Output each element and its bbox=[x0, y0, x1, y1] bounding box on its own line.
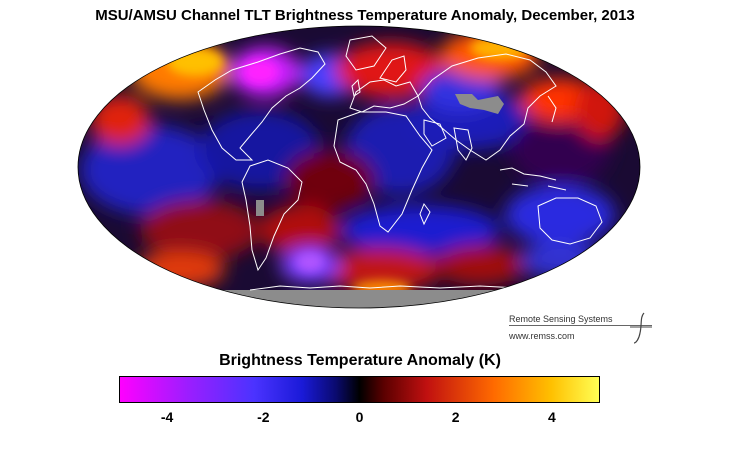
colorbar-title: Brightness Temperature Anomaly (K) bbox=[219, 352, 501, 369]
credit-block: Remote Sensing Systems www.remss.com bbox=[509, 313, 659, 343]
map-title: MSU/AMSU Channel TLT Brightness Temperat… bbox=[95, 7, 635, 24]
globe-outline bbox=[77, 25, 641, 309]
colorbar-tick-label: 2 bbox=[451, 409, 460, 425]
colorbar-tick-label: 4 bbox=[547, 409, 556, 425]
colorbar-tick-label: -2 bbox=[257, 409, 270, 425]
credit-website: www.remss.com bbox=[509, 331, 575, 341]
colorbar-tick-label: -4 bbox=[160, 409, 174, 425]
rss-logo bbox=[630, 312, 652, 344]
credit-divider bbox=[509, 325, 652, 326]
credit-organization: Remote Sensing Systems bbox=[509, 314, 613, 324]
colorbar bbox=[119, 376, 600, 403]
colorbar-tick-label: 0 bbox=[355, 409, 364, 425]
